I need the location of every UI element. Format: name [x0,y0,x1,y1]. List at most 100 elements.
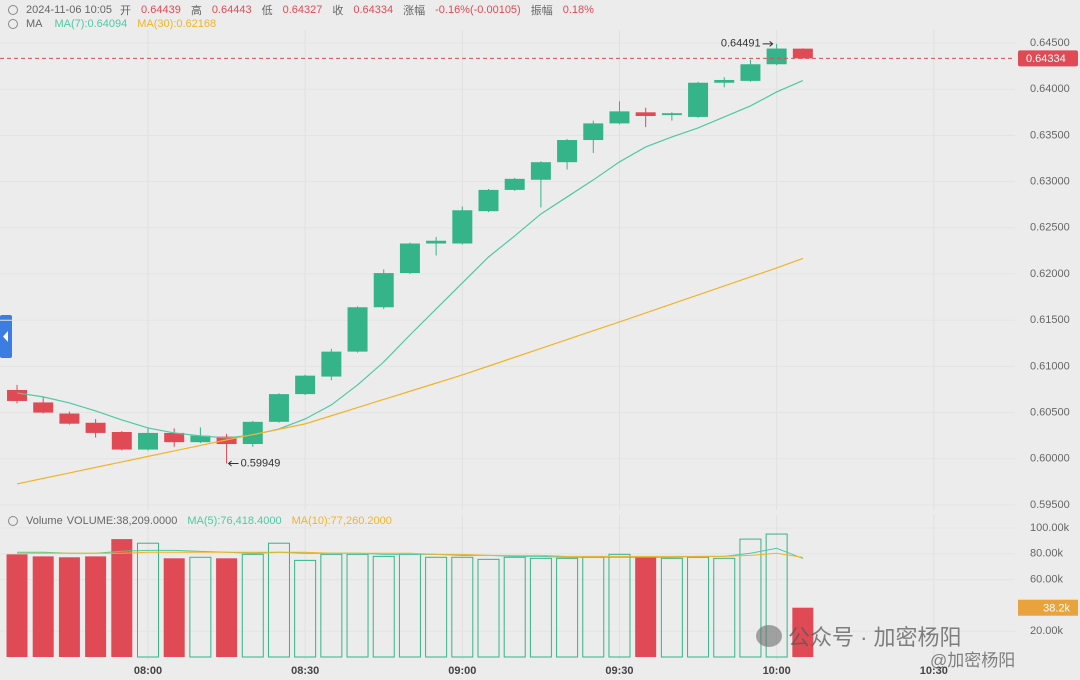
y-tick-label: 0.64500 [1030,37,1070,49]
y-tick-label: 0.62000 [1030,268,1070,280]
last-price-box [1018,50,1078,67]
volume-bar [58,557,80,657]
candle-body [33,402,54,413]
volume-bar [32,556,54,657]
field-value: 0.64439 [141,4,181,16]
grid [0,30,1015,660]
volume-bar [189,556,212,658]
candle-body [688,82,709,117]
legend-entry: VOLUME:38,209.0000 [66,515,178,527]
field-label: 涨幅 [403,5,426,17]
low-arrow [227,460,239,467]
y-tick-label: 100.00k [1030,522,1070,534]
volume-legend: Volume VOLUME:38,209.0000 MA(5):76,418.40… [8,515,398,527]
candle-body [347,307,368,352]
candle-body [137,432,158,450]
volume-bar [451,556,474,658]
volume-bar [6,554,28,657]
legend-icon[interactable] [8,516,18,526]
volume-bar [294,559,317,658]
field-value: -0.16%(-0.00105) [435,4,521,16]
ma-line [16,257,804,485]
candle-body [609,111,630,124]
volume-bar [163,558,185,657]
volume-bar [320,553,343,658]
volume-bar [85,556,107,657]
volume-bar [372,555,395,658]
watermark-title: 公众号 · 加密杨阳 [788,625,962,650]
y-tick-label: 0.59500 [1030,499,1070,511]
y-tick-label: 0.61500 [1030,314,1070,326]
volume-bar [635,557,657,657]
y-tick-label: 0.64000 [1030,83,1070,95]
volume-bar [425,556,448,658]
candle-body [557,140,578,163]
candle-body [792,48,813,59]
candle-body [85,422,106,433]
legend-title: MA [26,18,43,30]
legend-entry: MA(10):77,260.2000 [291,515,392,527]
y-tick-label: 0.61000 [1030,360,1070,372]
volume-bar [660,557,683,658]
x-tick-label: 09:00 [448,665,476,677]
field-label: 开 [120,5,132,17]
candle-body [373,273,394,308]
volume-bar [608,553,631,658]
candle-body [399,243,420,274]
volume-bar [267,542,290,658]
side-tab-arrow [3,331,8,342]
candle-body [661,113,682,116]
y-tick-label: 0.63500 [1030,129,1070,141]
watermark-icon [756,625,782,647]
volume-bar [241,553,264,658]
candle-body [504,178,525,190]
candle-body [7,389,28,401]
volume-bar [792,607,814,657]
field-value: 0.64443 [211,4,252,16]
candle-body [635,112,656,116]
ma-legend: MA MA(7):0.64094 MA(30):0.62168 [8,18,222,30]
candle-body [242,421,263,445]
datetime: 2024-11-06 10:05 [26,4,113,16]
last-price-label: 0.64334 [1026,53,1066,65]
x-tick-label: 10:00 [763,665,791,677]
legend-icon[interactable] [8,19,18,29]
x-tick-label: 08:00 [134,665,162,677]
candle-body [111,432,132,450]
candle-body [268,394,289,422]
y-tick-label: 80.00k [1030,548,1064,560]
ma-line [16,79,804,439]
candle-body [295,375,316,395]
volume-bar [739,538,762,658]
legend-entry: MA(7):0.64094 [54,18,128,30]
volume-label-box [1018,599,1078,616]
x-tick-label: 10:30 [920,665,948,677]
field-label: 低 [261,5,273,17]
header-icon[interactable] [8,5,18,15]
candle-body [766,48,787,65]
x-tick-label: 08:30 [291,665,319,677]
volume-bar [713,557,736,658]
y-tick-label: 0.63000 [1030,176,1070,188]
candle-body [426,240,447,244]
field-label: 振幅 [530,5,553,17]
y-tick-label: 0.60500 [1030,407,1070,419]
low-label: 0.59949 [241,457,281,469]
y-tick-label: 60.00k [1030,574,1064,586]
legend-title: Volume [26,515,63,527]
watermark: 公众号 · 加密杨阳 [756,620,962,652]
volume-bar [477,558,500,658]
volume-bar [765,533,788,658]
volume-bar [398,553,421,658]
candle-body [583,123,604,141]
volume-bar [556,557,579,658]
legend-entry: MA(30):0.62168 [137,18,217,30]
volume-bar [687,556,710,658]
volume-bar [111,539,133,657]
candle-body [59,413,80,424]
legend-entry: MA(5):76,418.4000 [187,515,282,527]
volume-bar [529,557,552,658]
field-value: 0.18% [562,4,594,16]
candle-body [190,435,211,443]
